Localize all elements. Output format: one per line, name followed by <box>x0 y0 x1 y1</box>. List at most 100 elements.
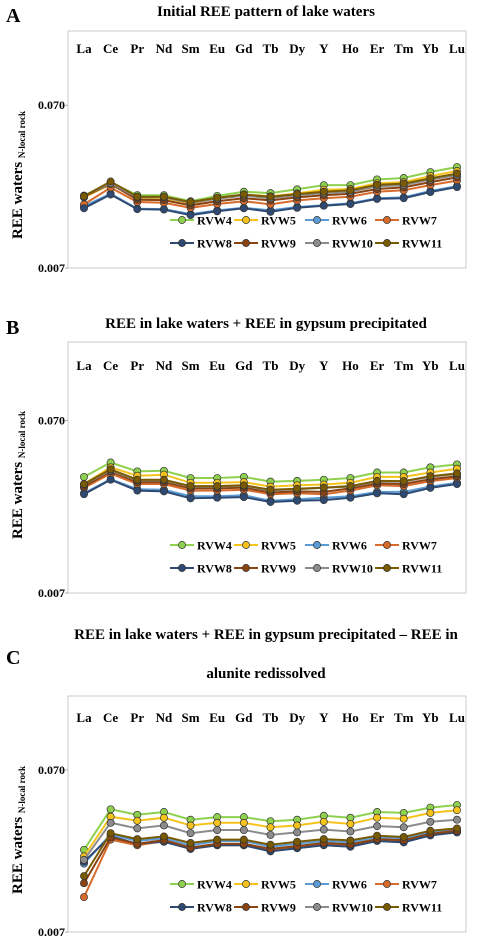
point-RVW5-Eu <box>213 818 222 827</box>
point-RVW8-Eu <box>213 207 222 216</box>
category-label-Nd: Nd <box>156 358 173 373</box>
point-RVW8-Gd <box>239 493 248 502</box>
category-label-Ho: Ho <box>342 358 359 373</box>
legend-label: RVW6 <box>332 878 367 892</box>
legend-label: RVW11 <box>402 237 442 251</box>
point-RVW10-Lu <box>453 815 461 824</box>
legend-item-RVW7: RVW7 <box>375 214 437 228</box>
legend-item-RVW10: RVW10 <box>305 237 373 251</box>
chart-title: REE in lake waters + REE in gypsum preci… <box>74 627 458 643</box>
legend-item-RVW9: RVW9 <box>234 562 296 576</box>
point-RVW11-Ho <box>346 836 355 845</box>
legend-label: RVW9 <box>261 237 296 251</box>
point-RVW10-Pr <box>133 824 142 833</box>
point-RVW10-Sm <box>186 829 195 838</box>
legend-marker <box>178 216 186 224</box>
point-RVW11-Eu <box>213 482 222 491</box>
category-label-Tb: Tb <box>263 358 279 373</box>
point-RVW11-Lu <box>453 169 461 178</box>
point-RVW11-Eu <box>213 193 222 202</box>
y-axis-label: REE waters N-local rock <box>10 766 27 894</box>
legend-label: RVW4 <box>197 539 232 553</box>
legend-item-RVW8: RVW8 <box>170 237 232 251</box>
category-label-Dy: Dy <box>289 358 305 373</box>
legend-item-RVW10: RVW10 <box>305 901 373 915</box>
point-RVW8-Sm <box>186 211 195 220</box>
point-RVW8-Dy <box>293 203 302 212</box>
point-RVW11-La <box>80 480 88 488</box>
point-RVW5-Er <box>373 813 382 822</box>
legend-marker <box>242 541 250 549</box>
point-RVW10-Ce <box>106 818 115 827</box>
category-label-La: La <box>76 41 92 56</box>
category-label-Tb: Tb <box>263 41 279 56</box>
point-RVW11-Tb <box>266 192 275 201</box>
point-RVW11-Ho <box>346 482 355 491</box>
panel-letter: A <box>6 5 21 27</box>
y-tick-label: 0.070 <box>38 763 65 777</box>
chart-title: Initial REE pattern of lake waters <box>157 4 375 20</box>
legend-marker <box>242 216 250 224</box>
legend-label: RVW6 <box>332 214 367 228</box>
category-label-Y: Y <box>319 41 329 56</box>
legend-item-RVW5: RVW5 <box>234 214 296 228</box>
legend-item-RVW4: RVW4 <box>170 878 232 892</box>
point-RVW10-La <box>80 855 88 864</box>
point-RVW5-Tm <box>399 814 408 823</box>
legend-item-RVW6: RVW6 <box>305 539 367 553</box>
legend-item-RVW10: RVW10 <box>305 562 373 576</box>
y-axis-label: REE waters N-local rock <box>10 411 27 539</box>
point-RVW8-Dy <box>293 496 302 505</box>
point-RVW8-Lu <box>453 480 461 488</box>
category-label-Dy: Dy <box>289 710 305 725</box>
point-RVW5-Pr <box>133 816 142 825</box>
chart-panel-A: A Initial REE pattern of lake waters 0.070… <box>6 4 467 275</box>
plot-frame <box>67 341 467 594</box>
point-RVW5-Nd <box>159 813 168 822</box>
category-label-Lu: Lu <box>449 710 465 725</box>
point-RVW11-Ce <box>106 465 115 474</box>
point-RVW11-Yb <box>426 826 435 835</box>
legend-item-RVW5: RVW5 <box>234 878 296 892</box>
point-RVW11-Sm <box>186 839 195 847</box>
legend-item-RVW7: RVW7 <box>375 878 437 892</box>
point-RVW8-La <box>80 490 88 499</box>
point-RVW8-Pr <box>133 205 142 214</box>
point-RVW11-Tm <box>399 833 408 841</box>
point-RVW11-Tm <box>399 179 408 188</box>
legend-label: RVW10 <box>332 237 373 251</box>
point-RVW5-Sm <box>186 821 195 830</box>
legend-label: RVW5 <box>261 878 296 892</box>
point-RVW10-Ho <box>346 827 355 836</box>
point-RVW4-La <box>80 472 88 481</box>
category-label-Eu: Eu <box>209 710 225 725</box>
legend-item-RVW6: RVW6 <box>305 878 367 892</box>
panel-letter: B <box>6 317 19 339</box>
point-RVW5-Y <box>319 817 328 826</box>
point-RVW11-Pr <box>133 475 142 484</box>
category-label-Lu: Lu <box>449 41 465 56</box>
point-RVW8-Gd <box>239 204 248 213</box>
category-label-Gd: Gd <box>235 358 253 373</box>
point-RVW8-Tb <box>266 207 275 216</box>
point-RVW8-Tb <box>266 498 275 506</box>
legend-label: RVW11 <box>402 901 442 915</box>
point-RVW8-Er <box>373 489 382 498</box>
point-RVW10-Gd <box>239 826 248 834</box>
point-RVW10-Y <box>319 825 328 834</box>
point-RVW11-Tm <box>399 477 408 486</box>
point-RVW11-Eu <box>213 835 222 844</box>
point-RVW11-Gd <box>239 190 248 199</box>
legend-marker <box>383 541 391 549</box>
category-label-Nd: Nd <box>156 710 173 725</box>
legend-marker <box>242 564 250 572</box>
point-RVW8-Lu <box>453 183 461 191</box>
point-RVW5-Gd <box>239 818 248 827</box>
point-RVW11-Ce <box>106 177 115 186</box>
legend-label: RVW9 <box>261 562 296 576</box>
point-RVW7-La <box>80 893 88 902</box>
legend-item-RVW8: RVW8 <box>170 562 232 576</box>
point-RVW10-Dy <box>293 828 302 837</box>
category-label-Er: Er <box>370 358 385 373</box>
